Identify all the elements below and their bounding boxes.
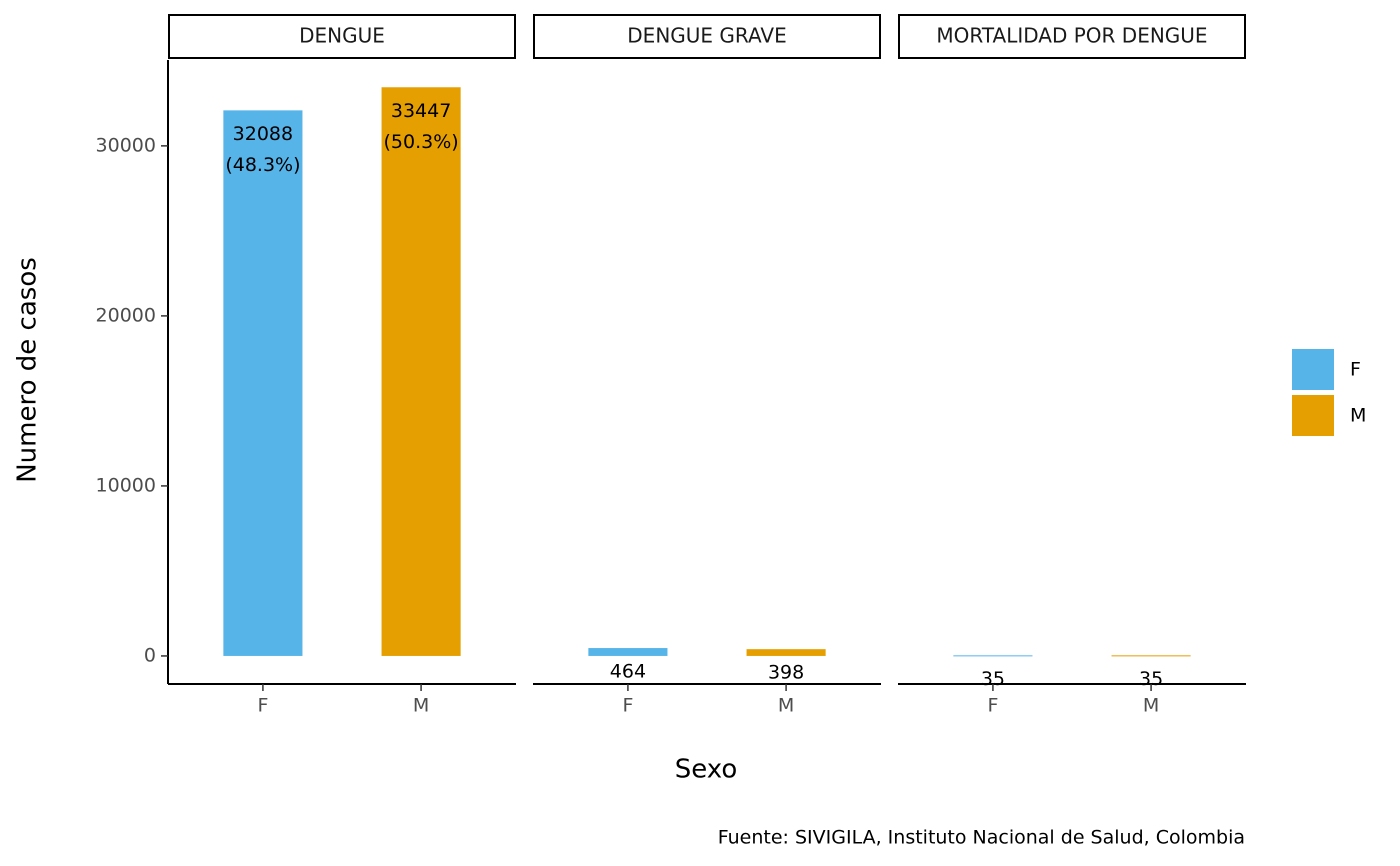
strip-box xyxy=(898,14,1246,59)
bar xyxy=(381,87,461,656)
bar xyxy=(953,655,1033,657)
legend-key xyxy=(1292,349,1334,390)
data-label: 35 xyxy=(981,668,1005,690)
x-tick-label: M xyxy=(1143,695,1159,717)
data-label: 464 xyxy=(610,661,646,683)
x-tick-label: M xyxy=(778,695,794,717)
data-label: 32088 xyxy=(233,123,293,145)
x-axis-title: Sexo xyxy=(675,755,738,785)
x-tick-label: F xyxy=(622,695,633,717)
legend-key xyxy=(1292,395,1334,436)
strip-box xyxy=(168,14,516,59)
y-tick-label: 20000 xyxy=(96,304,156,326)
data-label: 398 xyxy=(768,662,804,684)
y-tick-label: 30000 xyxy=(96,134,156,156)
y-tick-label: 0 xyxy=(144,644,156,666)
bar xyxy=(588,648,668,656)
x-tick-label: M xyxy=(413,695,429,717)
data-label: (48.3%) xyxy=(225,154,300,176)
strip-label: MORTALIDAD POR DENGUE xyxy=(936,24,1207,48)
data-label: 33447 xyxy=(391,100,451,122)
strip-box xyxy=(533,14,881,59)
bar xyxy=(1111,655,1191,657)
caption: Fuente: SIVIGILA, Instituto Nacional de … xyxy=(718,827,1245,849)
y-axis-title: Numero de casos xyxy=(13,257,43,483)
x-tick-label: F xyxy=(987,695,998,717)
data-label: 35 xyxy=(1139,668,1163,690)
y-tick-label: 10000 xyxy=(96,474,156,496)
legend-label: F xyxy=(1350,359,1361,381)
x-tick-label: F xyxy=(257,695,268,717)
legend-label: M xyxy=(1350,405,1366,427)
bar xyxy=(746,649,826,656)
strip-label: DENGUE GRAVE xyxy=(627,24,786,48)
bar xyxy=(223,110,303,656)
data-label: (50.3%) xyxy=(383,131,458,153)
strip-label: DENGUE xyxy=(299,24,385,48)
